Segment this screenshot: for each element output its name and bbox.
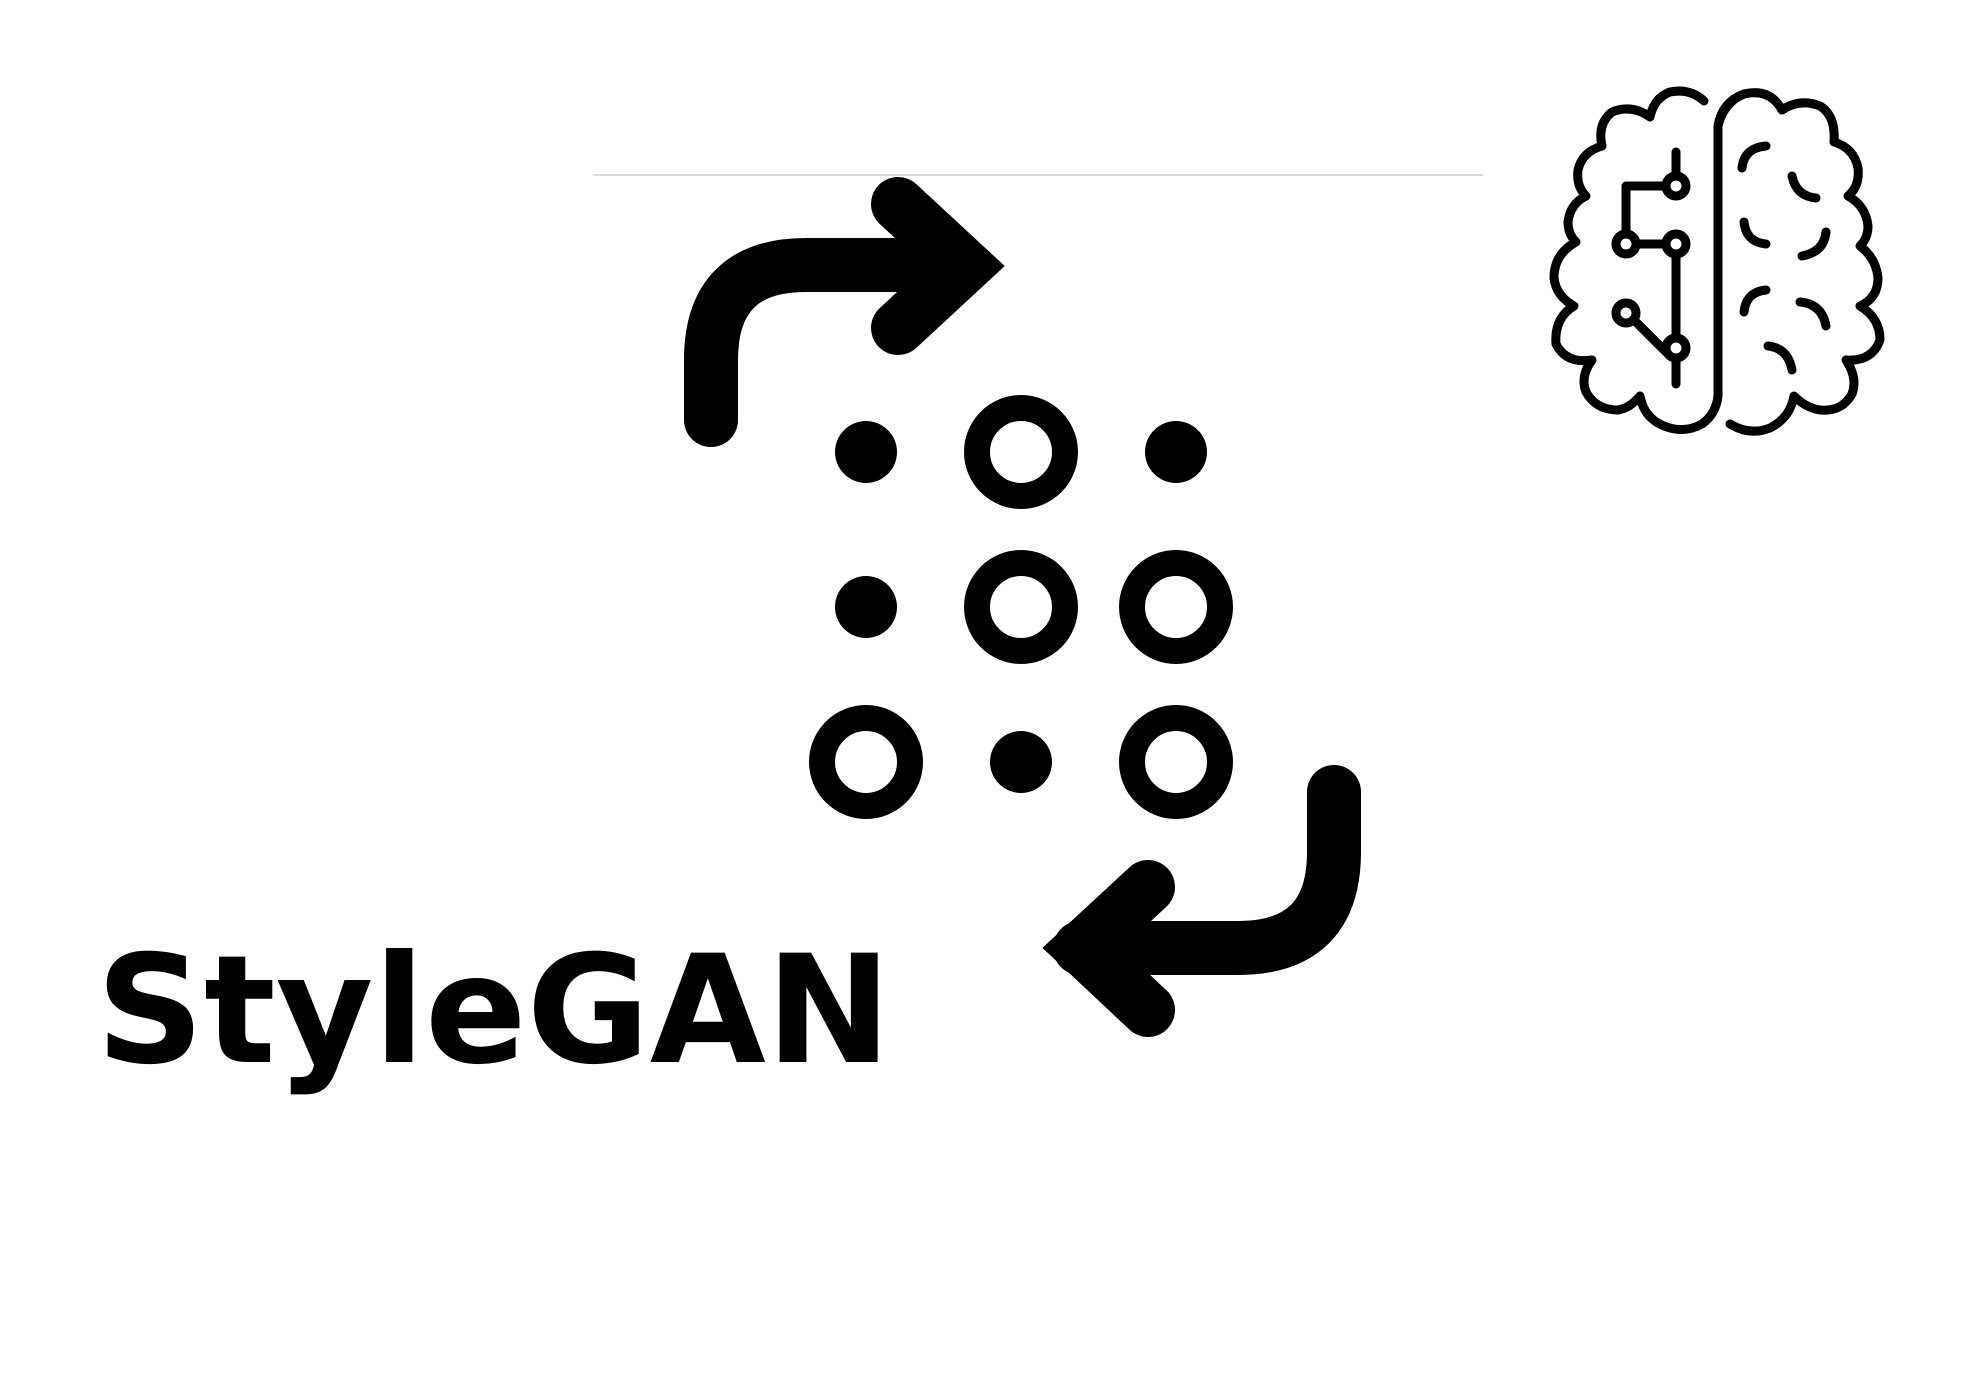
brain-left-hemisphere — [1549, 86, 1749, 434]
arrow-curve-right-icon — [684, 177, 1005, 447]
dot-filled-r2-c1 — [990, 731, 1052, 793]
dot-filled-r0-c0 — [835, 421, 897, 483]
brain-right-hemisphere — [1713, 88, 1885, 436]
dot-filled-r1-c0 — [835, 576, 897, 638]
arrow-curve-left-icon — [1042, 765, 1361, 1037]
dot-filled-r0-c2 — [1145, 421, 1207, 483]
dot-ring-r2-c2 — [1119, 705, 1233, 819]
dot-ring-r1-c1 — [964, 550, 1078, 664]
dot-ring-r0-c1 — [964, 395, 1078, 509]
dot-grid — [809, 395, 1233, 819]
dot-ring-r2-c0 — [809, 705, 923, 819]
diagram-title: StyleGAN — [96, 924, 891, 1098]
brain-circuit-icon — [1549, 86, 1885, 436]
dot-ring-r1-c2 — [1119, 550, 1233, 664]
